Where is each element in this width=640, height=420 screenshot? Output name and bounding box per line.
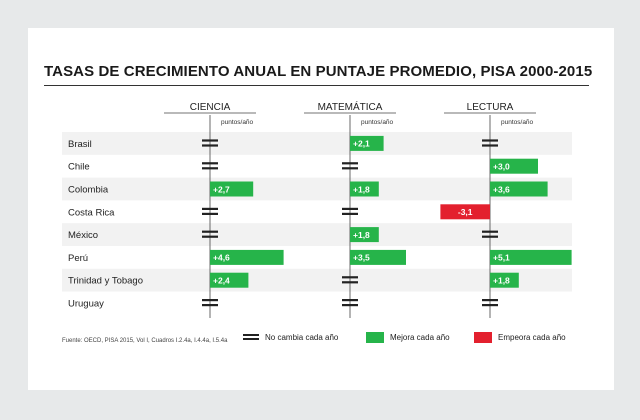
legend-worsen-label: Empeora cada año	[498, 332, 566, 342]
bar-lectura-colombia	[490, 181, 548, 197]
no-change-mark-bottom	[202, 167, 218, 170]
bar-matematica-colombia	[350, 181, 379, 197]
bar-lectura-peru	[490, 249, 572, 265]
legend-no-change: No cambia cada año	[243, 330, 338, 344]
no-change-mark-top	[342, 162, 358, 165]
no-change-mark-bottom	[202, 304, 218, 307]
category-label-costa-rica: Costa Rica	[68, 207, 115, 218]
category-label-colombia: Colombia	[68, 185, 109, 196]
bar-matematica-brasil	[350, 135, 384, 151]
category-label-chile: Chile	[68, 162, 90, 173]
no-change-mark-bottom	[342, 281, 358, 284]
bar-label-ciencia-trinidad-y-tobago: +2,4	[213, 276, 230, 286]
category-label-brasil: Brasil	[68, 139, 92, 150]
category-label-mexico: México	[68, 230, 98, 241]
bar-label-lectura-costa-rica: -3,1	[458, 207, 473, 217]
source-note: Fuente: OECD, PISA 2015, Vol I, Cuadros …	[62, 338, 228, 344]
no-change-mark-top	[202, 299, 218, 302]
no-change-mark-bottom	[202, 212, 218, 215]
no-change-mark-top	[342, 299, 358, 302]
no-change-mark-top	[342, 207, 358, 210]
bar-label-matematica-peru: +3,5	[353, 253, 370, 263]
no-change-mark-bottom	[482, 235, 498, 238]
row-band	[62, 132, 572, 155]
category-label-uruguay: Uruguay	[68, 299, 104, 310]
bar-label-lectura-peru: +5,1	[493, 253, 510, 263]
bar-matematica-mexico	[350, 227, 379, 243]
title-rule	[44, 85, 589, 86]
legend-improve-label: Mejora cada año	[390, 332, 450, 342]
bar-label-matematica-mexico: +1,8	[353, 230, 370, 240]
panel-header-matematica: MATEMÁTICA	[318, 100, 383, 113]
bar-ciencia-peru	[210, 249, 284, 265]
row-band	[62, 268, 572, 292]
bar-label-lectura-chile: +3,0	[493, 162, 510, 172]
no-change-mark-top	[482, 139, 498, 142]
bar-label-lectura-trinidad-y-tobago: +1,8	[493, 276, 510, 286]
no-change-mark-top	[482, 299, 498, 302]
bar-lectura-trinidad-y-tobago	[490, 272, 519, 288]
no-change-icon	[243, 332, 259, 342]
category-label-peru: Perú	[68, 253, 88, 264]
no-change-mark-top	[342, 276, 358, 279]
row-band	[62, 223, 572, 246]
no-change-mark-bottom	[482, 304, 498, 307]
chart-title: TASAS DE CRECIMIENTO ANUAL EN PUNTAJE PR…	[44, 63, 593, 80]
bar-label-lectura-colombia: +3,6	[493, 184, 510, 194]
legend-no-change-label: No cambia cada año	[265, 332, 339, 342]
unit-label: puntos/año	[361, 119, 394, 126]
category-label-trinidad-y-tobago: Trinidad y Tobago	[68, 276, 143, 287]
bar-label-ciencia-peru: +4,6	[213, 253, 230, 263]
no-change-mark-bottom	[342, 304, 358, 307]
no-change-mark-bottom	[342, 167, 358, 170]
bar-label-matematica-colombia: +1,8	[353, 184, 370, 194]
bar-lectura-costa-rica	[440, 204, 490, 220]
unit-label: puntos/año	[221, 119, 254, 126]
no-change-mark-bottom	[202, 235, 218, 238]
bar-label-matematica-brasil: +2,1	[353, 139, 370, 149]
panel-header-ciencia: CIENCIA	[190, 102, 231, 113]
bar-matematica-peru	[350, 249, 406, 265]
legend-improve: Mejora cada año	[366, 330, 450, 344]
no-change-mark-bottom	[342, 212, 358, 215]
bar-lectura-chile	[490, 158, 538, 174]
no-change-mark-bottom	[202, 144, 218, 147]
bar-label-ciencia-colombia: +2,7	[213, 184, 230, 194]
no-change-mark-top	[202, 139, 218, 142]
no-change-mark-top	[202, 230, 218, 233]
no-change-mark-top	[202, 162, 218, 165]
improve-swatch	[366, 331, 384, 343]
unit-label: puntos/año	[501, 119, 534, 126]
worsen-swatch	[474, 331, 492, 343]
bar-ciencia-colombia	[210, 181, 254, 197]
row-band	[62, 177, 572, 201]
legend-worsen: Empeora cada año	[474, 330, 566, 344]
panel-header-lectura: LECTURA	[467, 102, 514, 113]
bar-ciencia-trinidad-y-tobago	[210, 272, 249, 288]
chart-card	[28, 28, 614, 390]
no-change-mark-bottom	[482, 144, 498, 147]
no-change-mark-top	[202, 207, 218, 210]
no-change-mark-top	[482, 230, 498, 233]
